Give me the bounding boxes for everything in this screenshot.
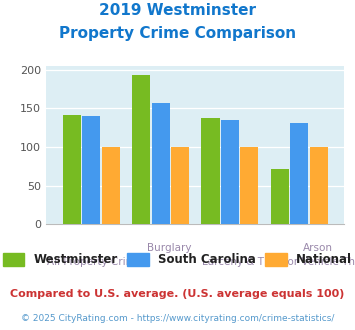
Legend: Westminster, South Carolina, National: Westminster, South Carolina, National	[3, 253, 352, 266]
Bar	[102, 147, 120, 224]
Bar	[82, 116, 100, 224]
Bar	[171, 147, 189, 224]
Bar	[152, 103, 170, 224]
Text: All Property Crime: All Property Crime	[47, 257, 142, 267]
Text: Arson: Arson	[303, 243, 333, 252]
Bar	[132, 75, 150, 224]
Text: © 2025 CityRating.com - https://www.cityrating.com/crime-statistics/: © 2025 CityRating.com - https://www.city…	[21, 314, 334, 323]
Bar	[240, 147, 258, 224]
Text: Larceny & Theft: Larceny & Theft	[202, 257, 285, 267]
Text: Compared to U.S. average. (U.S. average equals 100): Compared to U.S. average. (U.S. average …	[10, 289, 345, 299]
Bar	[202, 118, 219, 224]
Bar	[290, 123, 308, 224]
Bar	[271, 169, 289, 224]
Text: Motor Vehicle Theft: Motor Vehicle Theft	[268, 257, 355, 267]
Text: Burglary: Burglary	[147, 243, 191, 252]
Bar	[310, 147, 328, 224]
Text: Property Crime Comparison: Property Crime Comparison	[59, 26, 296, 41]
Bar	[221, 120, 239, 224]
Text: 2019 Westminster: 2019 Westminster	[99, 3, 256, 18]
Bar	[63, 115, 81, 224]
